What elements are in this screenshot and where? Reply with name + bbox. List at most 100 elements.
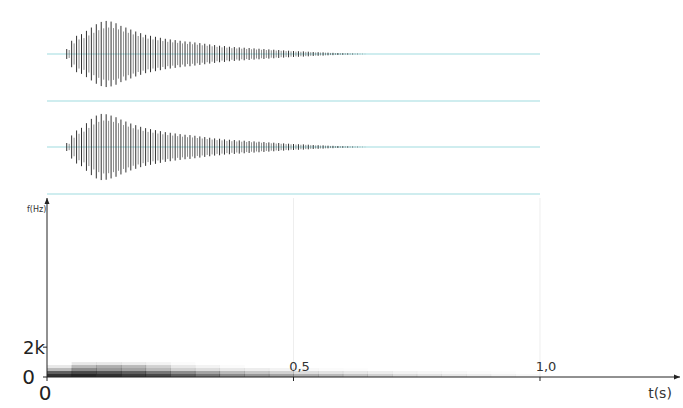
y-tick-label: 2k [23, 337, 45, 358]
sample [91, 119, 92, 175]
sample [160, 131, 161, 163]
sample [86, 31, 87, 77]
cell [47, 368, 72, 371]
sample [335, 53, 336, 55]
sample [222, 140, 223, 153]
sample [325, 146, 326, 149]
sample [175, 133, 176, 160]
sample [140, 33, 141, 75]
cell [195, 371, 220, 374]
sample [357, 146, 358, 148]
sample [207, 139, 208, 155]
sample [69, 50, 70, 58]
sample [143, 131, 144, 163]
sample [212, 46, 213, 61]
cell [441, 371, 466, 374]
sample [83, 132, 84, 163]
sample [256, 143, 257, 152]
cell [220, 371, 245, 374]
cell [392, 365, 417, 368]
sample [234, 140, 235, 154]
sample [135, 125, 136, 169]
sample [295, 145, 296, 150]
y-tick [43, 377, 47, 378]
sample [209, 138, 210, 157]
sample [350, 146, 351, 147]
sample [328, 146, 329, 149]
sample [143, 37, 144, 70]
sample [362, 53, 363, 54]
sample [148, 39, 149, 70]
cell [170, 371, 195, 374]
sample [288, 144, 289, 151]
sample [330, 146, 331, 148]
sample [157, 40, 158, 68]
sample [254, 141, 255, 152]
cell [220, 365, 245, 368]
sample [202, 139, 203, 156]
sample [76, 36, 77, 72]
sample [133, 128, 134, 166]
sample [86, 123, 87, 171]
cell [121, 368, 146, 371]
cell [47, 362, 72, 365]
sample [261, 50, 262, 58]
waveform [67, 114, 365, 180]
sample [318, 145, 319, 149]
sample [189, 135, 190, 159]
sample [263, 49, 264, 59]
sample [256, 50, 257, 59]
sample [360, 53, 361, 55]
sample [111, 22, 112, 87]
sample [150, 129, 151, 165]
cell [367, 368, 392, 371]
sample [362, 146, 363, 147]
sample [241, 142, 242, 153]
sample [148, 132, 149, 162]
sample [291, 51, 292, 56]
sample [219, 46, 220, 63]
sample [165, 39, 166, 69]
sample [342, 146, 343, 148]
cell [72, 368, 97, 371]
sample [172, 136, 173, 159]
x-tick-label: 0 [39, 381, 52, 405]
sample [352, 53, 353, 55]
cell [318, 371, 343, 374]
sample [340, 146, 341, 148]
x-tick [539, 377, 540, 381]
sample [263, 142, 264, 152]
sample [202, 45, 203, 62]
sample [182, 43, 183, 64]
waveform [67, 21, 365, 87]
sample [300, 145, 301, 149]
sample [298, 51, 299, 57]
cell [417, 365, 442, 368]
sample [177, 136, 178, 158]
sample [116, 117, 117, 177]
sample [88, 128, 89, 166]
sample [167, 135, 168, 159]
sample [328, 53, 329, 56]
y-axis-title: f(Hz) [27, 205, 46, 214]
sample [236, 141, 237, 152]
sample [295, 52, 296, 57]
sample [330, 53, 331, 55]
cell [195, 362, 220, 365]
sample [239, 47, 240, 60]
cell [343, 371, 368, 374]
sample [212, 140, 213, 155]
sample [234, 47, 235, 61]
sample [305, 52, 306, 56]
cell [220, 368, 245, 371]
sample [175, 40, 176, 68]
sample [360, 146, 361, 148]
sample [251, 49, 252, 59]
sample [308, 52, 309, 57]
sample [150, 36, 151, 72]
sample [128, 33, 129, 75]
sample [268, 142, 269, 151]
sample [185, 41, 186, 66]
sample [226, 48, 227, 61]
x-axis [47, 377, 680, 378]
